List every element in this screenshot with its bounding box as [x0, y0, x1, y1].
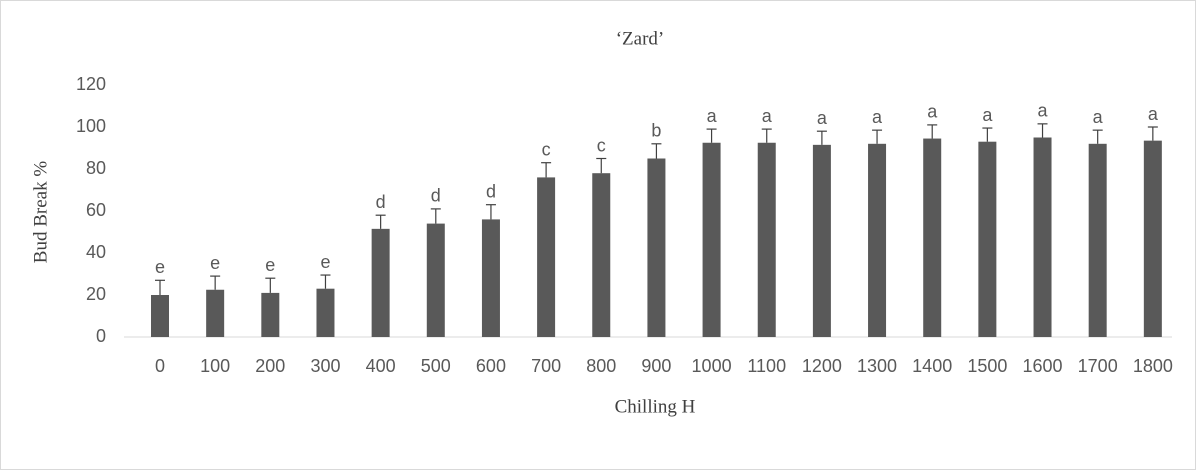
significance-letter: a	[982, 105, 993, 125]
significance-letter: a	[762, 106, 773, 126]
x-tick-label: 1700	[1078, 356, 1118, 376]
bar	[537, 177, 556, 337]
bar	[481, 219, 500, 337]
y-tick-label: 20	[86, 284, 106, 304]
x-tick-label: 1400	[912, 356, 952, 376]
x-tick-label: 100	[200, 356, 230, 376]
y-axis-label: Bud Break %	[30, 161, 51, 264]
error-bar	[1037, 123, 1048, 138]
error-bar	[1147, 126, 1158, 141]
y-tick-label: 120	[76, 74, 106, 94]
significance-letter: a	[817, 108, 828, 128]
x-tick-label: 1800	[1133, 356, 1173, 376]
bar	[812, 144, 831, 337]
error-bar	[1092, 129, 1103, 144]
y-tick-label: 0	[96, 326, 106, 346]
x-tick-label: 1500	[967, 356, 1007, 376]
error-bar	[651, 143, 662, 159]
significance-letter: c	[542, 139, 551, 159]
x-tick-label: 900	[641, 356, 671, 376]
significance-letter: e	[155, 257, 165, 277]
y-tick-label: 40	[86, 242, 106, 262]
error-bar	[596, 157, 607, 174]
x-tick-label: 1000	[692, 356, 732, 376]
bar	[426, 223, 445, 337]
error-bar	[155, 279, 165, 295]
error-bar	[320, 274, 331, 289]
y-tick-label: 100	[76, 116, 106, 136]
bar	[868, 143, 887, 337]
error-bar	[265, 277, 276, 293]
significance-letter: d	[431, 186, 441, 206]
error-bar	[927, 124, 938, 139]
bar	[757, 142, 776, 337]
x-tick-label: 800	[586, 356, 616, 376]
x-tick-label: 1600	[1023, 356, 1063, 376]
error-bar	[430, 208, 441, 224]
significance-letter: a	[927, 102, 938, 122]
error-bar	[210, 275, 221, 290]
x-tick-label: 0	[155, 356, 165, 376]
error-bar	[816, 130, 827, 145]
y-tick-label: 60	[86, 200, 106, 220]
bar	[151, 295, 169, 337]
x-axis-label: Chilling H	[615, 396, 696, 417]
significance-letter: e	[265, 255, 275, 275]
bar	[592, 173, 611, 337]
significance-letter: a	[872, 107, 883, 127]
significance-letter: d	[376, 192, 386, 212]
x-tick-label: 500	[421, 356, 451, 376]
x-tick-label: 1200	[802, 356, 842, 376]
significance-letter: a	[1148, 104, 1159, 124]
bar	[261, 292, 280, 337]
error-bar	[982, 127, 993, 142]
x-tick-label: 400	[366, 356, 396, 376]
error-bar	[485, 204, 496, 220]
significance-letter: a	[1038, 101, 1049, 121]
bar	[206, 289, 225, 337]
error-bar	[872, 129, 883, 144]
bar	[923, 138, 942, 337]
bar	[1088, 143, 1107, 337]
x-tick-label: 600	[476, 356, 506, 376]
significance-letter: e	[210, 253, 220, 273]
significance-letter: e	[320, 252, 330, 272]
bar	[1143, 140, 1162, 337]
x-tick-label: 200	[255, 356, 285, 376]
error-bar	[541, 162, 552, 178]
y-tick-label: 80	[86, 158, 106, 178]
x-tick-label: 1300	[857, 356, 897, 376]
significance-letter: a	[1093, 107, 1104, 127]
bar	[316, 288, 335, 337]
x-tick-label: 700	[531, 356, 561, 376]
x-tick-label: 300	[310, 356, 340, 376]
bar	[702, 142, 721, 337]
error-bar	[761, 128, 772, 143]
significance-letter: a	[707, 106, 718, 126]
significance-letter: d	[486, 181, 496, 201]
significance-letter: b	[651, 121, 661, 141]
significance-letter: c	[597, 135, 606, 155]
error-bar	[375, 214, 386, 229]
bar	[1033, 137, 1052, 337]
bar	[371, 228, 390, 337]
x-tick-label: 1100	[747, 356, 786, 376]
bar	[647, 158, 666, 337]
error-bar	[706, 128, 717, 143]
chart-title: ‘Zard’	[616, 28, 665, 49]
bar	[978, 141, 997, 337]
